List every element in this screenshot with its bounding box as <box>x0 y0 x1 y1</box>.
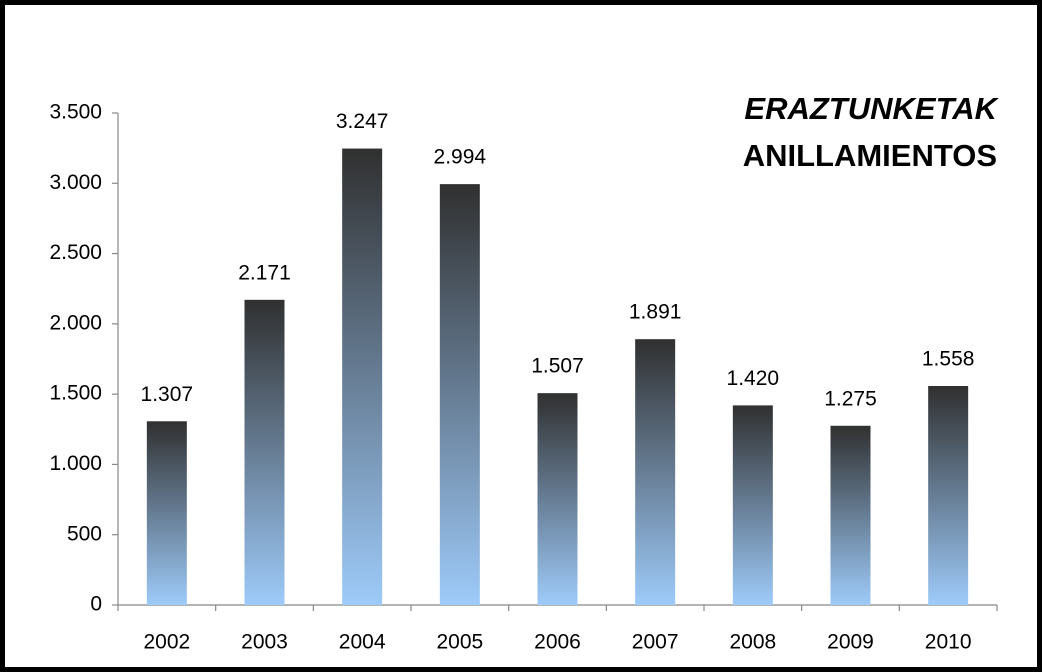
x-tick-label: 2003 <box>241 631 288 654</box>
value-label: 2.994 <box>434 146 487 169</box>
y-tick-label: 0 <box>90 593 102 616</box>
x-tick-label: 2005 <box>436 631 483 654</box>
value-label: 1.891 <box>629 301 682 324</box>
bar <box>439 184 480 605</box>
bar <box>146 421 187 605</box>
x-tick-label: 2008 <box>729 631 776 654</box>
chart-title: ERAZTUNKETAK <box>744 91 999 126</box>
x-tick-label: 2002 <box>143 631 190 654</box>
value-label: 1.558 <box>922 348 975 371</box>
y-tick-label: 2.500 <box>49 241 102 264</box>
value-label: 1.420 <box>727 367 780 390</box>
y-tick-label: 1.500 <box>49 382 102 405</box>
x-tick-label: 2010 <box>925 631 972 654</box>
bar <box>830 425 871 605</box>
value-label: 1.507 <box>531 355 584 378</box>
x-tick-label: 2006 <box>534 631 581 654</box>
bar <box>342 148 383 605</box>
bar <box>928 385 969 605</box>
x-tick-label: 2004 <box>339 631 386 654</box>
bar <box>244 299 285 605</box>
y-tick-label: 3.000 <box>49 171 102 194</box>
chart-subtitle: ANILLAMIENTOS <box>743 138 997 173</box>
value-label: 1.275 <box>824 387 877 410</box>
value-label: 2.171 <box>238 261 291 284</box>
value-label: 1.307 <box>141 383 194 406</box>
y-tick-label: 500 <box>67 522 102 545</box>
y-tick-label: 2.000 <box>49 311 102 334</box>
x-tick-label: 2009 <box>827 631 874 654</box>
x-tick-label: 2007 <box>632 631 679 654</box>
y-tick-label: 3.500 <box>49 101 102 124</box>
value-label: 3.247 <box>336 110 389 133</box>
bar <box>732 405 773 605</box>
bar <box>635 339 676 605</box>
y-tick-label: 1.000 <box>49 452 102 475</box>
bar <box>537 393 578 605</box>
